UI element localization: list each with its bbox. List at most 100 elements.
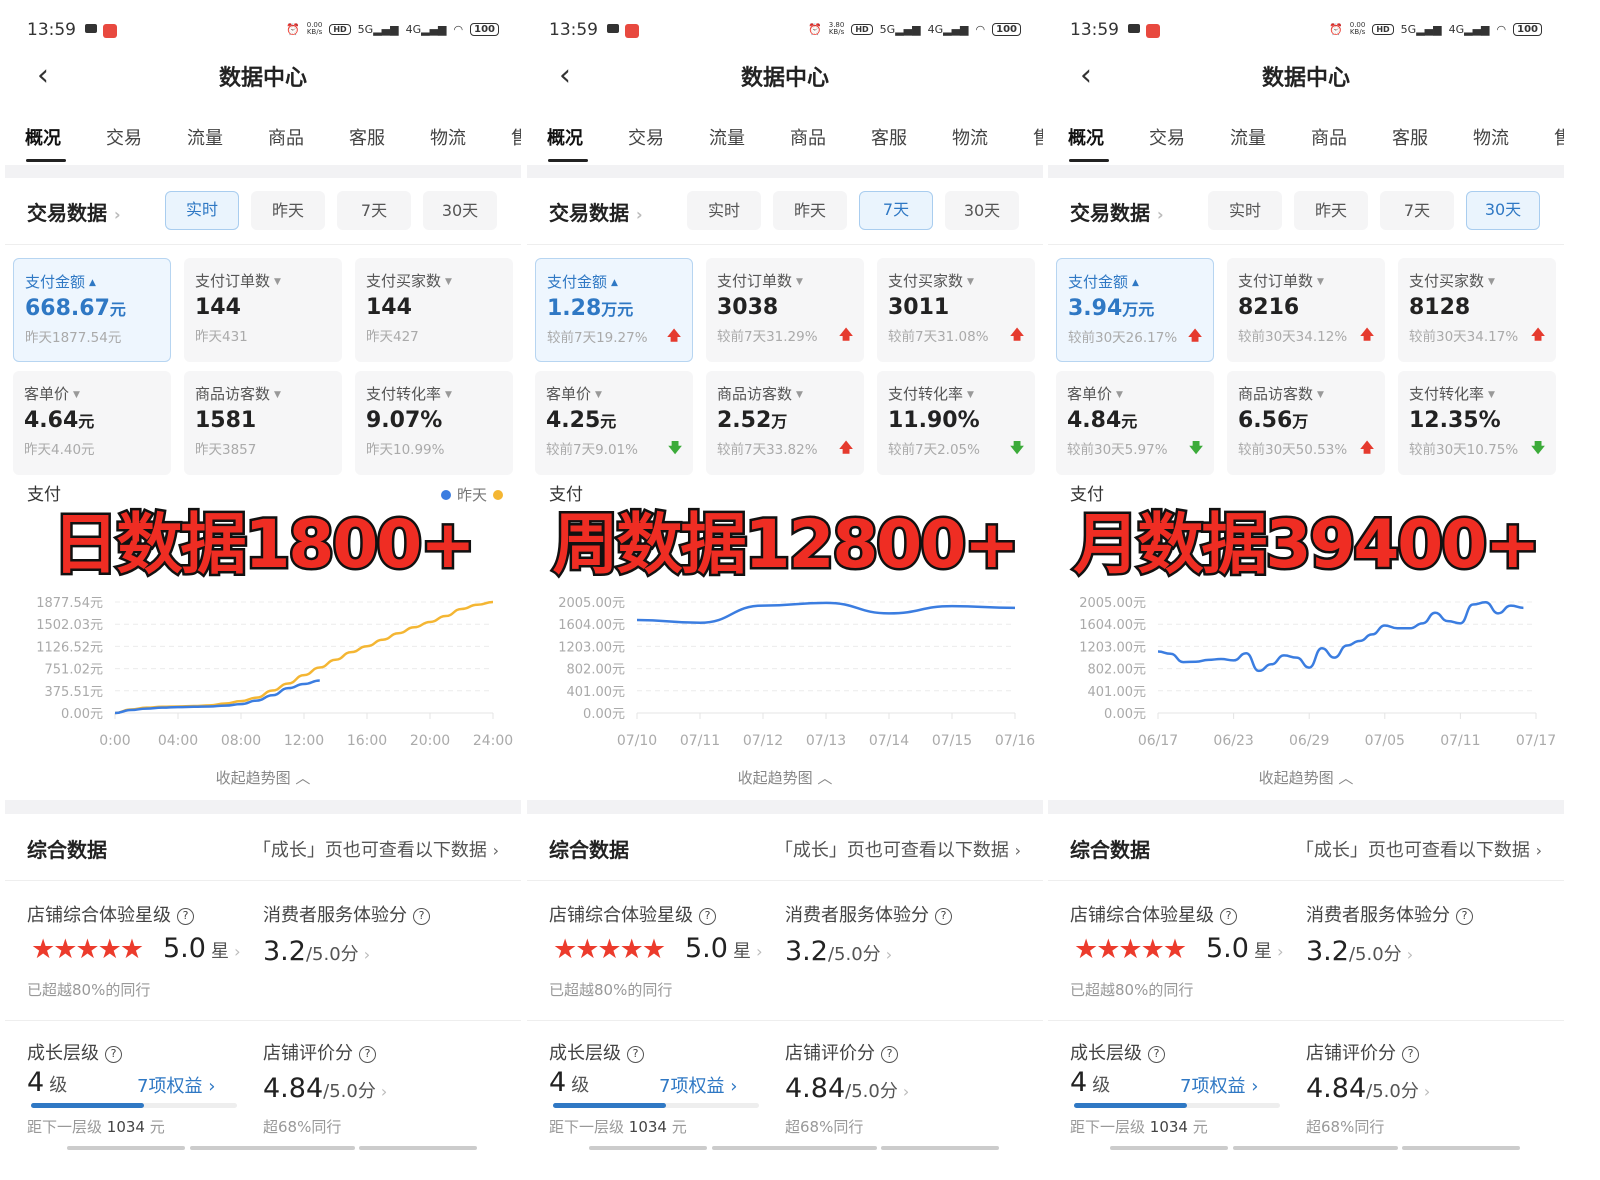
tab-3[interactable]: 商品 [1311, 128, 1347, 149]
store-star-link[interactable]: 5.0 星 › [163, 933, 241, 964]
metric-card[interactable]: 支付买家数 ▼ 8128 较前30天34.17% 🡅 [1398, 258, 1556, 362]
range-button-1[interactable]: 昨天 [251, 191, 325, 230]
help-icon[interactable]: ? [1456, 908, 1473, 925]
metric-card[interactable]: 支付金额 ▲ 668.67元 昨天1877.54元 [13, 258, 171, 362]
service-score-link[interactable]: 3.2/5.0分 › [785, 936, 892, 967]
range-button-2[interactable]: 7天 [1380, 191, 1454, 230]
metric-card[interactable]: 商品访客数 ▼ 2.52万 较前7天33.82% 🡅 [706, 371, 864, 475]
tab-6[interactable]: 售 [1554, 128, 1564, 149]
review-score-link[interactable]: 4.84/5.0分 › [785, 1073, 909, 1104]
help-icon[interactable]: ? [1220, 908, 1237, 925]
range-button-0[interactable]: 实时 [687, 191, 761, 230]
metric-card[interactable]: 商品访客数 ▼ 1581 昨天3857 [184, 371, 342, 475]
metric-card[interactable]: 客单价 ▼ 4.84元 较前30天5.97% 🡇 [1056, 371, 1214, 475]
collapse-chart-button[interactable]: 收起趋势图 ︿ [527, 767, 1043, 788]
benefits-link[interactable]: 7项权益 › [1180, 1072, 1258, 1098]
tab-4[interactable]: 客服 [349, 128, 385, 149]
range-button-1[interactable]: 昨天 [1294, 191, 1368, 230]
tab-5[interactable]: 物流 [1473, 128, 1509, 149]
range-button-2[interactable]: 7天 [337, 191, 411, 230]
tab-1[interactable]: 交易 [628, 128, 664, 149]
tab-2[interactable]: 流量 [187, 128, 223, 149]
metric-value: 1.28 [547, 296, 602, 321]
service-score-link[interactable]: 3.2/5.0分 › [263, 936, 370, 967]
growth-page-link[interactable]: 「成长」页也可查看以下数据 › [775, 836, 1021, 862]
back-chevron-icon[interactable]: ‹ [37, 58, 49, 93]
store-star-link[interactable]: 5.0 星 › [1206, 933, 1284, 964]
metric-card[interactable]: 支付订单数 ▼ 3038 较前7天31.29% 🡅 [706, 258, 864, 362]
tab-2[interactable]: 流量 [1230, 128, 1266, 149]
tab-1[interactable]: 交易 [106, 128, 142, 149]
tab-0[interactable]: 概况 [1068, 128, 1104, 149]
tab-3[interactable]: 商品 [268, 128, 304, 149]
trade-data-link[interactable]: 交易数据 › [549, 197, 643, 226]
metric-card[interactable]: 商品访客数 ▼ 6.56万 较前30天50.53% 🡅 [1227, 371, 1385, 475]
trade-data-link[interactable]: 交易数据 › [27, 197, 121, 226]
tab-5[interactable]: 物流 [952, 128, 988, 149]
metric-compare: 昨天1877.54元 [25, 330, 122, 346]
trade-data-link[interactable]: 交易数据 › [1070, 197, 1164, 226]
collapse-chart-button[interactable]: 收起趋势图 ︿ [1048, 767, 1564, 788]
tab-6[interactable]: 售 [1033, 128, 1043, 149]
app-notification-icon [1146, 24, 1160, 38]
phone-screen: 13:59 ⏰ 3.80 KB/s HD 5G▂▄▆ 4G▂▄▆ ◠ 100 ‹ … [527, 0, 1043, 1180]
review-score-unit: /5.0分 [1366, 1081, 1419, 1102]
collapse-chart-button[interactable]: 收起趋势图 ︿ [5, 767, 521, 788]
tab-3[interactable]: 商品 [790, 128, 826, 149]
chart-title: 支付 [27, 485, 61, 505]
tab-4[interactable]: 客服 [871, 128, 907, 149]
benefits-link[interactable]: 7项权益 › [137, 1072, 215, 1098]
metric-card[interactable]: 客单价 ▼ 4.25元 较前7天9.01% 🡇 [535, 371, 693, 475]
metric-card[interactable]: 客单价 ▼ 4.64元 昨天4.40元 [13, 371, 171, 475]
range-button-0[interactable]: 实时 [1208, 191, 1282, 230]
help-icon[interactable]: ? [881, 1046, 898, 1063]
tab-6[interactable]: 售 [511, 128, 521, 149]
metric-card[interactable]: 支付订单数 ▼ 144 昨天431 [184, 258, 342, 362]
store-star-link[interactable]: 5.0 星 › [685, 933, 763, 964]
review-score-link[interactable]: 4.84/5.0分 › [263, 1073, 387, 1104]
metric-card[interactable]: 支付转化率 ▼ 12.35% 较前30天10.75% 🡇 [1398, 371, 1556, 475]
help-icon[interactable]: ? [105, 1046, 122, 1063]
metric-card[interactable]: 支付金额 ▲ 3.94万元 较前30天26.17% 🡅 [1056, 258, 1214, 362]
tab-0[interactable]: 概况 [547, 128, 583, 149]
help-icon[interactable]: ? [413, 908, 430, 925]
tab-5[interactable]: 物流 [430, 128, 466, 149]
back-chevron-icon[interactable]: ‹ [1080, 58, 1092, 93]
range-button-2[interactable]: 7天 [859, 191, 933, 230]
caret-up-icon: ▲ [89, 277, 96, 288]
tab-0[interactable]: 概况 [25, 128, 61, 149]
metric-card[interactable]: 支付转化率 ▼ 11.90% 较前7天2.05% 🡇 [877, 371, 1035, 475]
service-score-link[interactable]: 3.2/5.0分 › [1306, 936, 1413, 967]
growth-page-link[interactable]: 「成长」页也可查看以下数据 › [253, 836, 499, 862]
benefits-link[interactable]: 7项权益 › [659, 1072, 737, 1098]
range-button-0[interactable]: 实时 [165, 191, 239, 230]
metric-card[interactable]: 支付买家数 ▼ 3011 较前7天31.08% 🡅 [877, 258, 1035, 362]
metric-card[interactable]: 支付订单数 ▼ 8216 较前30天34.12% 🡅 [1227, 258, 1385, 362]
tab-2[interactable]: 流量 [709, 128, 745, 149]
growth-progress-bar [1074, 1103, 1280, 1108]
help-icon[interactable]: ? [1402, 1046, 1419, 1063]
range-button-3[interactable]: 30天 [1466, 191, 1540, 230]
help-icon[interactable]: ? [935, 908, 952, 925]
caret-down-icon: ▼ [1488, 276, 1495, 287]
growth-page-link[interactable]: 「成长」页也可查看以下数据 › [1296, 836, 1542, 862]
review-score-link[interactable]: 4.84/5.0分 › [1306, 1073, 1430, 1104]
help-icon[interactable]: ? [177, 908, 194, 925]
range-button-3[interactable]: 30天 [945, 191, 1019, 230]
back-chevron-icon[interactable]: ‹ [559, 58, 571, 93]
metric-compare: 较前30天50.53% [1238, 442, 1348, 458]
signal-5g-icon: 5G▂▄▆ [879, 22, 921, 36]
chevron-right-icon: › [885, 945, 893, 964]
tab-1[interactable]: 交易 [1149, 128, 1185, 149]
range-button-3[interactable]: 30天 [423, 191, 497, 230]
metric-card[interactable]: 支付金额 ▲ 1.28万元 较前7天19.27% 🡅 [535, 258, 693, 362]
tab-4[interactable]: 客服 [1392, 128, 1428, 149]
help-icon[interactable]: ? [1148, 1046, 1165, 1063]
help-icon[interactable]: ? [359, 1046, 376, 1063]
help-icon[interactable]: ? [627, 1046, 644, 1063]
section-separator [1048, 165, 1564, 178]
range-button-1[interactable]: 昨天 [773, 191, 847, 230]
help-icon[interactable]: ? [699, 908, 716, 925]
metric-card[interactable]: 支付买家数 ▼ 144 昨天427 [355, 258, 513, 362]
metric-card[interactable]: 支付转化率 ▼ 9.07% 昨天10.99% [355, 371, 513, 475]
